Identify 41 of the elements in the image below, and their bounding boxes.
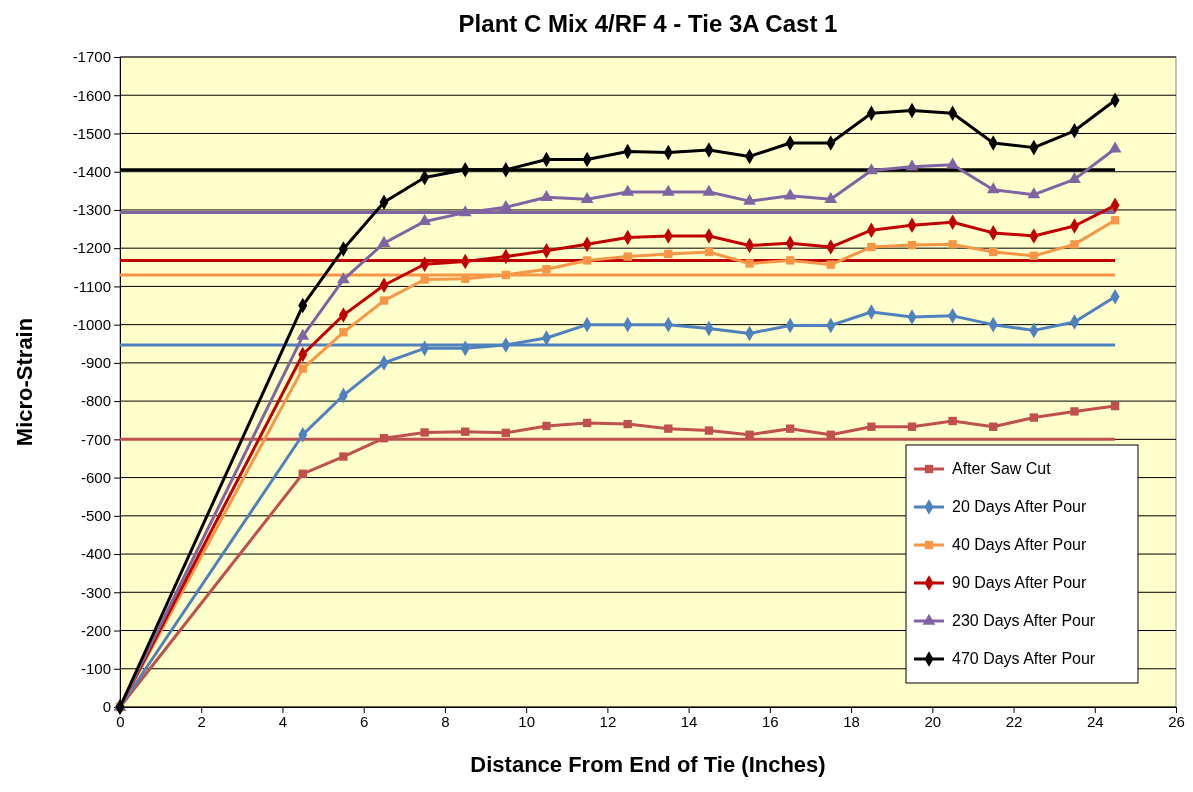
legend-label: 20 Days After Pour	[952, 498, 1087, 515]
x-tick-label: 10	[518, 712, 535, 730]
x-tick-label: 22	[1005, 712, 1023, 730]
legend-label: After Saw Cut	[952, 460, 1052, 477]
x-axis-title: Distance From End of Tie (Inches)	[470, 752, 826, 777]
chart-title: Plant C Mix 4/RF 4 - Tie 3A Cast 1	[458, 10, 838, 37]
x-tick-label: 12	[599, 712, 617, 730]
y-tick-label: -400	[80, 545, 111, 563]
y-tick-label: 0	[102, 698, 111, 716]
x-tick-label: 26	[1168, 712, 1185, 730]
x-tick-label: 18	[843, 712, 860, 730]
y-tick-label: -100	[80, 660, 111, 678]
x-tick-label: 8	[441, 712, 450, 730]
legend-label: 470 Days After Pour	[952, 650, 1096, 667]
y-tick-label: -900	[80, 354, 111, 372]
y-tick-label: -1400	[72, 163, 111, 181]
legend-label: 40 Days After Pour	[952, 536, 1087, 553]
x-tick-label: 20	[924, 712, 942, 730]
y-tick-label: -600	[80, 468, 111, 486]
y-tick-label: -1100	[73, 277, 111, 295]
x-tick-label: 16	[762, 712, 779, 730]
legend-label: 90 Days After Pour	[952, 574, 1087, 591]
y-axis-title: Micro-Strain	[12, 317, 37, 447]
y-tick-label: -500	[80, 507, 111, 525]
x-tick-label: 24	[1086, 712, 1104, 730]
y-tick-label: -1200	[72, 239, 111, 257]
y-tick-label: -700	[80, 430, 111, 448]
y-tick-label: -300	[80, 583, 111, 601]
y-tick-label: -1600	[72, 86, 111, 104]
x-tick-label: 2	[197, 712, 206, 730]
y-tick-label: -1700	[72, 48, 111, 66]
y-tick-label: -1300	[72, 201, 111, 219]
y-tick-label: -1000	[72, 315, 111, 333]
y-tick-label: -1500	[72, 124, 111, 142]
x-tick-label: 6	[360, 712, 369, 730]
x-tick-label: 4	[278, 712, 288, 730]
y-tick-label: -200	[80, 621, 111, 639]
legend-label: 230 Days After Pour	[952, 612, 1096, 629]
y-tick-label: -800	[80, 392, 111, 410]
x-tick-label: 14	[680, 712, 698, 730]
x-tick-label: 0	[116, 712, 125, 730]
